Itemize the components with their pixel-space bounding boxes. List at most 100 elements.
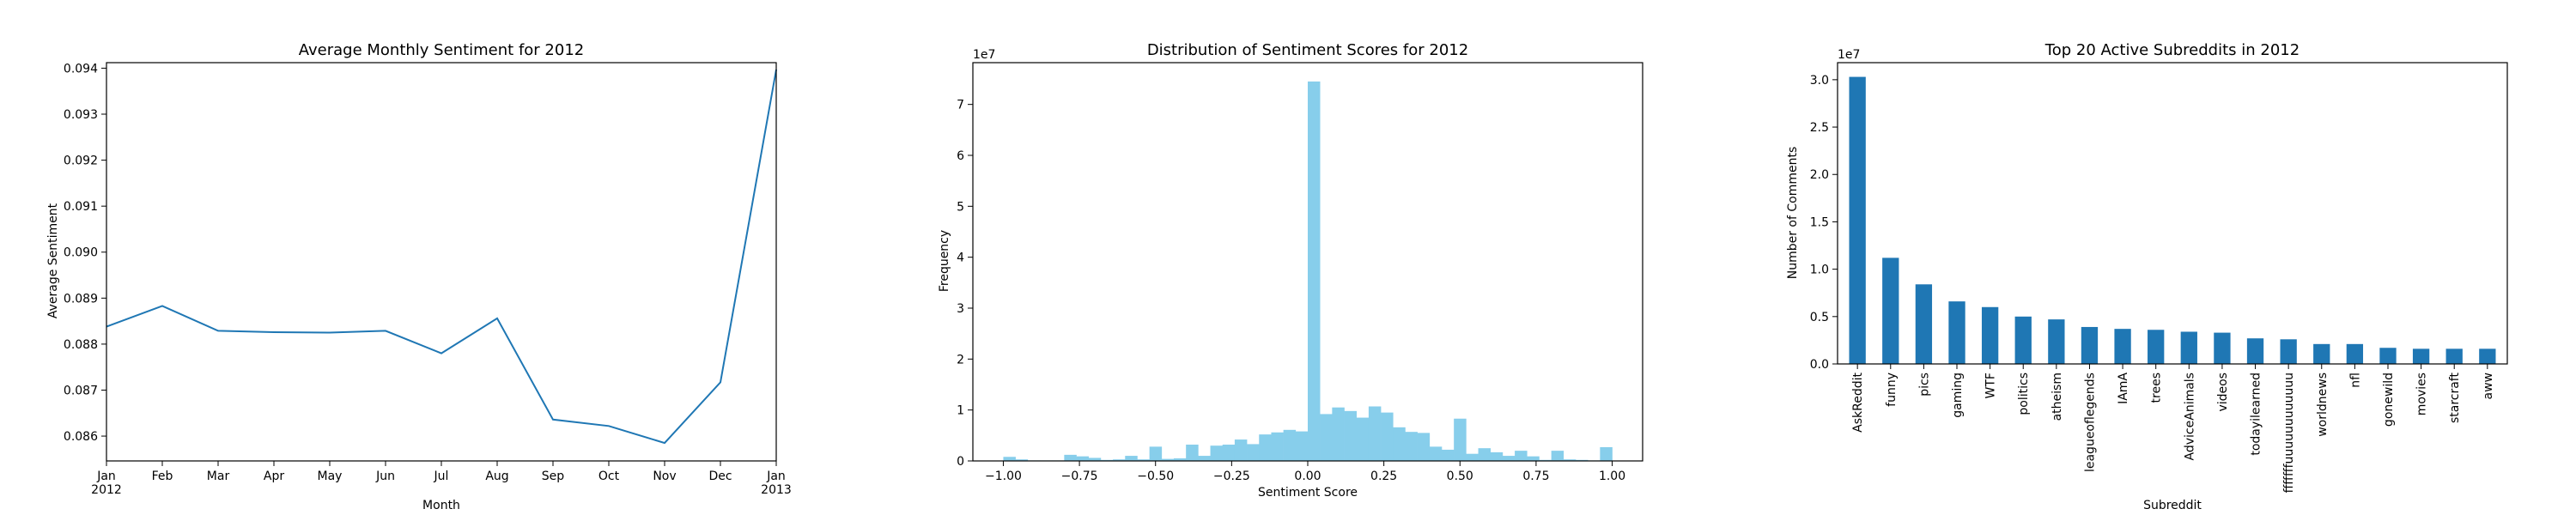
x-tick-label: nfl — [2348, 373, 2362, 388]
plot-frame — [972, 62, 1643, 462]
x-tick-label: starcraft — [2448, 372, 2462, 423]
x-tick-label: 0.00 — [1294, 470, 1321, 483]
histogram-bar — [1490, 451, 1504, 461]
y-tick-label: 0 — [957, 455, 964, 469]
subreddit-bar — [1915, 284, 1933, 364]
x-tick-label: −0.75 — [1061, 470, 1098, 483]
x-tick-label: funny — [1885, 373, 1899, 407]
y-axis-ticks: 0 1 2 3 4 5 6 7 — [957, 99, 973, 469]
subreddit-bar — [2048, 319, 2065, 364]
x-tick-label: WTF — [1984, 373, 1998, 398]
x-tick-label: −0.25 — [1213, 470, 1250, 483]
histogram-bar — [1222, 445, 1236, 461]
y-axis-offset-label: 1e7 — [973, 48, 995, 62]
histogram-bar — [1210, 445, 1224, 461]
monthly-sentiment-chart: Average Monthly Sentiment for 2012 Month… — [46, 41, 792, 512]
y-axis-ticks: 0.0 0.5 1.0 1.5 2.0 2.5 3.0 — [1810, 74, 1838, 372]
y-tick-label: 0.093 — [64, 108, 98, 122]
plot-frame — [106, 62, 777, 462]
y-tick-label: 1.5 — [1810, 215, 1829, 229]
subreddit-bar — [2445, 348, 2463, 364]
histogram-bar — [1600, 446, 1613, 461]
x-tick-label: leagueoflegends — [2083, 373, 2097, 472]
histogram-bar — [1174, 458, 1187, 461]
x-tick-label: −1.00 — [985, 470, 1022, 483]
histogram-bar — [1454, 418, 1467, 461]
subreddit-bar — [2214, 332, 2231, 364]
y-tick-label: 0.090 — [64, 246, 98, 260]
x-tick-label: fffffffuuuuuuuuuuuu — [2282, 373, 2296, 493]
histogram-bar — [1283, 429, 1297, 461]
histogram-bar — [1271, 432, 1284, 461]
histogram-bar — [1344, 410, 1358, 461]
x-tick-label: todayilearned — [2250, 373, 2263, 456]
histogram-bar — [1429, 446, 1443, 461]
y-axis-offset-label: 1e7 — [1838, 48, 1860, 62]
y-tick-label: 4 — [957, 251, 964, 265]
histogram-bar — [1442, 449, 1455, 461]
y-tick-label: 5 — [957, 200, 964, 214]
x-tick-label: worldnews — [2316, 373, 2330, 437]
histogram-bar — [1234, 439, 1248, 461]
x-tick-label: 0.50 — [1447, 470, 1473, 483]
histogram-bar — [1356, 417, 1370, 461]
top-subreddits-chart: Top 20 Active Subreddits in 2012 Subredd… — [1786, 41, 2508, 512]
x-axis-ticks: −1.00 −0.75 −0.50 −0.25 0.00 0.25 0.50 0.75 1.00 — [985, 461, 1625, 483]
x-tick-label: gonewild — [2382, 373, 2396, 427]
y-tick-label: 0.086 — [64, 430, 98, 444]
x-tick-label: Nov — [653, 470, 676, 483]
subreddit-bars — [1849, 76, 2496, 364]
histogram-bar — [1015, 459, 1029, 461]
x-tick-label: Dec — [708, 470, 732, 483]
x-tick-label: videos — [2216, 373, 2230, 412]
y-axis-ticks: 0.086 0.087 0.088 0.089 0.090 0.091 0.092 0.093… — [64, 62, 106, 444]
histogram-bar — [1295, 431, 1309, 461]
subreddit-bar — [2280, 339, 2297, 364]
histogram-bar — [1186, 445, 1199, 461]
y-axis-label: Number of Comments — [1786, 147, 1800, 280]
histogram-bar — [1247, 444, 1260, 461]
histogram-bar — [1551, 451, 1564, 461]
y-axis-label: Frequency — [938, 230, 951, 292]
x-tick-label: IAmA — [2117, 373, 2130, 404]
x-tick-label: Feb — [152, 470, 173, 483]
histogram-bar — [1198, 456, 1211, 461]
y-tick-label: 0.5 — [1810, 311, 1829, 324]
subreddit-bar — [2246, 338, 2264, 364]
histogram-bar — [1064, 454, 1077, 461]
x-tick-year-label: 2012 — [91, 483, 122, 497]
histogram-bar — [1308, 81, 1321, 461]
y-tick-label: 0.088 — [64, 338, 98, 352]
x-tick-label: Aug — [485, 470, 508, 483]
subreddit-bar — [2346, 343, 2364, 364]
subreddit-bar — [1948, 301, 1965, 364]
subreddit-bar — [2081, 326, 2099, 364]
x-tick-label: gaming — [1951, 373, 1965, 418]
histogram-bar — [1320, 414, 1333, 461]
histogram-bar — [1527, 456, 1540, 461]
x-tick-label: −0.50 — [1137, 470, 1174, 483]
plot-frame — [1837, 62, 2508, 365]
histogram-bars — [1003, 81, 1613, 461]
y-tick-label: 2 — [957, 353, 964, 367]
histogram-bar — [1137, 459, 1150, 461]
histogram-bar — [1393, 427, 1406, 461]
y-axis-label: Average Sentiment — [46, 203, 60, 318]
x-tick-label: Apr — [264, 470, 284, 483]
x-tick-label: atheism — [2050, 373, 2064, 421]
x-tick-label: AdviceAnimals — [2183, 373, 2196, 460]
y-tick-label: 0.091 — [64, 200, 98, 214]
histogram-bar — [1478, 448, 1492, 461]
y-tick-label: 3.0 — [1810, 74, 1829, 88]
x-tick-label: Jun — [375, 470, 395, 483]
histogram-bar — [1003, 457, 1016, 461]
subreddit-bar — [2180, 331, 2197, 364]
histogram-bar — [1417, 433, 1431, 461]
y-tick-label: 3 — [957, 302, 964, 316]
subreddit-bar — [2114, 329, 2131, 364]
x-tick-label: trees — [2150, 373, 2164, 403]
histogram-bar — [1405, 432, 1418, 461]
x-tick-label: Sep — [542, 470, 565, 483]
